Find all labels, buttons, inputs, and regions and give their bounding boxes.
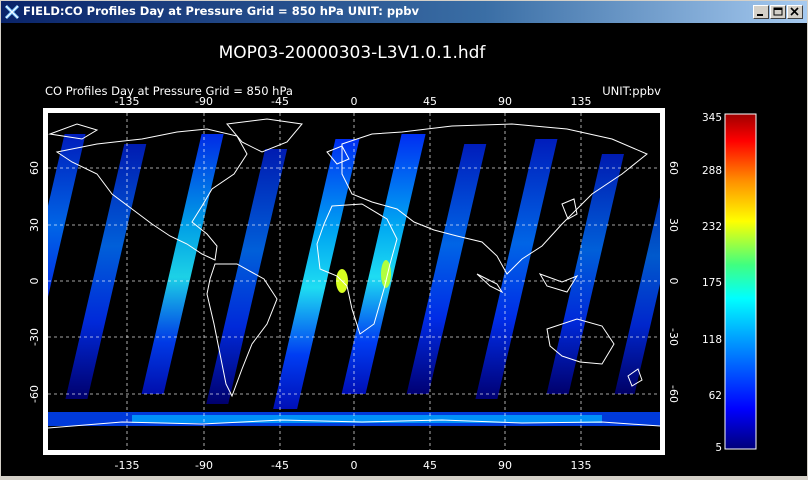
colorbar-labels: 345 288 232 175 118 62 5 xyxy=(702,112,722,454)
swath xyxy=(273,139,360,409)
field-label: CO Profiles Day at Pressure Grid = 850 h… xyxy=(45,84,293,98)
lon-labels-top: -135 -90 -45 0 45 90 135 xyxy=(115,95,592,108)
lat-labels-left: 60 30 0 -30 -60 xyxy=(28,161,41,403)
lat-labels-right: 60 30 0 -30 -60 xyxy=(667,161,680,403)
lat-label: 60 xyxy=(28,161,41,175)
lon-label: 135 xyxy=(571,459,592,472)
swath xyxy=(614,164,660,394)
close-button[interactable] xyxy=(787,5,803,19)
swath xyxy=(406,144,487,394)
lon-label: -135 xyxy=(115,95,140,108)
lon-label: 90 xyxy=(498,459,512,472)
southern-band-core xyxy=(132,415,602,423)
lat-label: -30 xyxy=(28,328,41,346)
lat-label: 0 xyxy=(667,278,680,285)
swath xyxy=(65,144,147,399)
lon-label: 45 xyxy=(423,95,437,108)
swath xyxy=(141,134,224,394)
file-title: MOP03-20000303-L3V1.0.1.hdf xyxy=(219,43,487,63)
lon-label: -45 xyxy=(271,95,289,108)
lon-label: 0 xyxy=(351,95,358,108)
colorbar-label: 62 xyxy=(709,390,722,402)
colorbar-label: 118 xyxy=(702,334,722,346)
idl-x-icon xyxy=(4,4,20,20)
lon-label: 90 xyxy=(498,95,512,108)
colorbar-label: 345 xyxy=(702,112,722,124)
co-hotspot xyxy=(381,260,391,288)
window-title: FIELD:CO Profiles Day at Pressure Grid =… xyxy=(23,4,420,18)
lat-label: -30 xyxy=(667,328,680,346)
lon-label: -135 xyxy=(115,459,140,472)
title-bar[interactable]: FIELD:CO Profiles Day at Pressure Grid =… xyxy=(1,1,807,23)
maximize-button[interactable] xyxy=(770,5,786,19)
swath xyxy=(48,134,86,364)
colorbar xyxy=(724,113,757,450)
lat-label: 60 xyxy=(667,161,680,175)
lon-label: -90 xyxy=(195,95,213,108)
lon-label: -90 xyxy=(195,459,213,472)
plot-area: MOP03-20000303-L3V1.0.1.hdf CO Profiles … xyxy=(2,24,806,476)
colorbar-label: 288 xyxy=(702,165,722,177)
minimize-button[interactable] xyxy=(753,5,769,19)
swath xyxy=(546,154,624,394)
lon-label: -45 xyxy=(271,459,289,472)
swath xyxy=(475,139,558,399)
lon-label: 45 xyxy=(423,459,437,472)
lon-label: 135 xyxy=(571,95,592,108)
colorbar-label: 175 xyxy=(702,277,722,289)
lat-label: 30 xyxy=(667,218,680,232)
minimize-icon xyxy=(757,14,763,16)
coastlines xyxy=(48,118,660,429)
plot-canvas: MOP03-20000303-L3V1.0.1.hdf CO Profiles … xyxy=(28,43,757,472)
lat-label: -60 xyxy=(667,385,680,403)
lat-lon-grid xyxy=(48,113,660,450)
lon-labels-bottom: -135 -90 -45 0 45 90 135 xyxy=(115,459,592,472)
close-icon xyxy=(790,7,799,16)
colorbar-label: 232 xyxy=(702,221,722,233)
unit-label: UNIT:ppbv xyxy=(602,84,661,98)
colorbar-label: 5 xyxy=(715,442,722,454)
co-swaths xyxy=(48,134,660,426)
swath xyxy=(206,149,288,404)
lat-label: -60 xyxy=(28,385,41,403)
lon-label: 0 xyxy=(351,459,358,472)
maximize-icon xyxy=(773,7,783,16)
lat-label: 30 xyxy=(28,218,41,232)
lat-label: 0 xyxy=(28,278,41,285)
